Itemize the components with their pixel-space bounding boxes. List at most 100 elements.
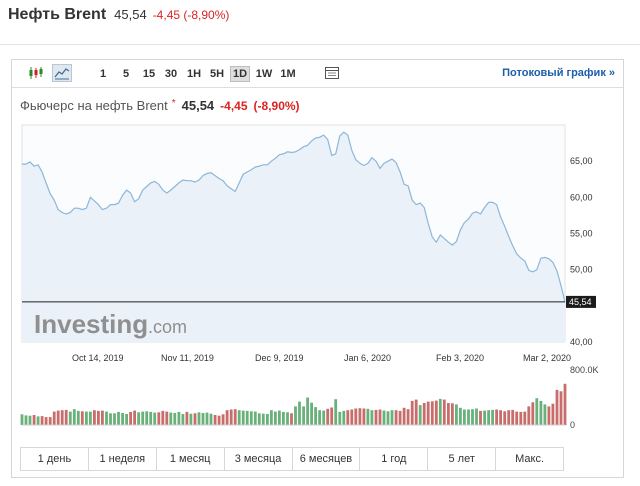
volume-bar (121, 413, 124, 425)
volume-bar (547, 406, 551, 425)
period-1-month[interactable]: 1 месяц (157, 448, 225, 470)
volume-bar (137, 412, 140, 425)
volume-bar (261, 413, 265, 425)
volume-bar (519, 411, 523, 425)
volume-bar (511, 409, 515, 425)
volume-bar (398, 410, 402, 425)
volume-bar (157, 412, 161, 425)
volume-bar (185, 411, 189, 425)
volume-bar (346, 410, 350, 425)
period-1-day[interactable]: 1 день (21, 448, 89, 470)
volume-bar (257, 413, 261, 425)
y-axis-labels: 65,00 60,00 55,00 50,00 40,00 (570, 156, 593, 347)
period-5-years[interactable]: 5 лет (428, 448, 497, 470)
volume-bar (294, 406, 297, 425)
price-series-line (22, 131, 566, 303)
interval-1h[interactable]: 1H (186, 68, 202, 80)
volume-bar (32, 415, 36, 425)
price-chart[interactable]: 65,00 60,00 55,00 50,00 40,00 45,54 Investin… (12, 60, 623, 445)
volume-bar (322, 410, 326, 425)
volume-bar (330, 407, 334, 425)
x-tick-label: Feb 3, 2020 (436, 353, 484, 363)
x-tick-label: Dec 9, 2019 (255, 353, 304, 363)
volume-bar (483, 410, 486, 425)
volume-bar (555, 389, 559, 425)
interval-5[interactable]: 5 (122, 68, 130, 80)
volume-bar (455, 404, 458, 425)
volume-bar (68, 411, 72, 425)
volume-bar (125, 414, 128, 425)
volume-bar (563, 383, 567, 426)
period-max[interactable]: Макс. (515, 453, 545, 465)
watermark-brand: Investing (34, 309, 148, 339)
volume-bar (535, 398, 539, 425)
volume-bar (463, 409, 466, 425)
volume-bar (418, 405, 422, 425)
interval-30[interactable]: 30 (164, 68, 178, 80)
volume-bar (479, 410, 482, 425)
volume-bar (109, 413, 112, 425)
period-1-year[interactable]: 1 год (360, 448, 429, 470)
streaming-chart-link[interactable]: Потоковый график » (502, 67, 615, 79)
volume-bar (410, 400, 414, 425)
chart-toolbar: 1 5 15 30 1H 5H 1D 1W 1M Потоковый графи… (12, 60, 623, 88)
volume-bar (28, 415, 32, 425)
volume-bar (193, 413, 197, 425)
volume-bar (197, 412, 201, 425)
settings-panel-icon[interactable] (322, 64, 342, 82)
interval-15[interactable]: 15 (142, 68, 156, 80)
instrument-title: Нефть Brent (8, 6, 107, 23)
x-tick-label: Oct 14, 2019 (72, 353, 124, 363)
delayed-star: * (171, 98, 176, 109)
volume-bar (64, 409, 68, 425)
volume-bar (426, 401, 430, 425)
volume-bar (270, 410, 273, 425)
volume-bar (310, 402, 313, 425)
volume-bar (97, 410, 100, 425)
period-3-months[interactable]: 3 месяца (225, 448, 293, 470)
header-divider (0, 44, 640, 45)
volume-bar (80, 411, 84, 426)
volume-bar (390, 410, 394, 425)
volume-bar (559, 391, 563, 425)
x-tick-label: Jan 6, 2020 (344, 353, 391, 363)
interval-1[interactable]: 1 (99, 68, 107, 80)
investing-watermark: Investing .com (34, 309, 187, 339)
interval-1d[interactable]: 1D (230, 66, 250, 82)
volume-bar (374, 409, 378, 425)
volume-bar (165, 411, 169, 425)
period-1-week[interactable]: 1 неделя (89, 448, 157, 470)
volume-bar (366, 408, 370, 425)
volume-bar (161, 410, 165, 425)
volume-bar (422, 403, 426, 425)
volume-bar (24, 415, 28, 425)
y-tick-label: 50,00 (570, 265, 593, 275)
volume-bar (402, 407, 406, 425)
volume-bar (213, 415, 217, 425)
volume-bar (451, 403, 454, 425)
volume-bar (241, 410, 245, 425)
volume-bar (358, 408, 362, 425)
volume-bar (531, 402, 535, 425)
volume-bar (72, 409, 76, 425)
candlestick-chart-icon[interactable] (26, 64, 46, 82)
volume-bar (467, 409, 470, 425)
interval-5h[interactable]: 5H (209, 68, 225, 80)
volume-bar (153, 412, 157, 425)
volume-bar (217, 415, 221, 425)
volume-bar (36, 416, 40, 425)
volume-bar (302, 406, 305, 425)
volume-bar (386, 411, 390, 426)
interval-1m[interactable]: 1M (280, 68, 296, 80)
interval-1w[interactable]: 1W (255, 68, 273, 80)
volume-bar (40, 416, 44, 425)
volume-bar (169, 412, 173, 425)
last-price-marker-label: 45,54 (569, 297, 592, 307)
area-chart-icon[interactable] (52, 64, 72, 82)
volume-bar (286, 412, 289, 425)
period-6-months[interactable]: 6 месяцев (293, 448, 361, 470)
volume-bar (20, 414, 24, 425)
volume-bar (44, 417, 48, 425)
volume-bar (266, 414, 269, 425)
volume-bar (52, 411, 56, 425)
